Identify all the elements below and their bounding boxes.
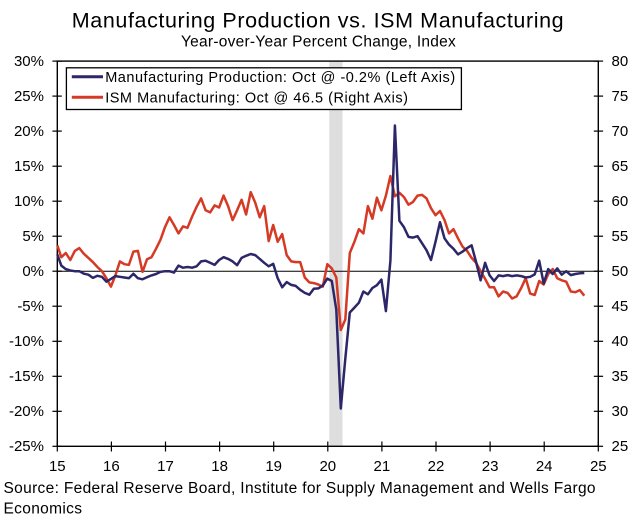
svg-text:15: 15 <box>49 458 66 475</box>
svg-text:75: 75 <box>612 88 629 105</box>
svg-text:5%: 5% <box>22 228 44 245</box>
svg-text:70: 70 <box>612 123 629 140</box>
svg-text:Manufacturing Production vs. I: Manufacturing Production vs. ISM Manufac… <box>72 9 564 33</box>
svg-text:-25%: -25% <box>9 438 44 455</box>
svg-text:65: 65 <box>612 158 629 175</box>
svg-text:16: 16 <box>103 458 120 475</box>
svg-text:45: 45 <box>612 298 629 315</box>
svg-text:0%: 0% <box>22 263 44 280</box>
svg-text:-10%: -10% <box>9 333 44 350</box>
svg-text:25%: 25% <box>14 88 44 105</box>
svg-text:22: 22 <box>428 458 445 475</box>
svg-text:80: 80 <box>612 53 629 70</box>
svg-text:60: 60 <box>612 193 629 210</box>
svg-text:17: 17 <box>157 458 174 475</box>
svg-text:25: 25 <box>590 458 607 475</box>
svg-text:-5%: -5% <box>17 298 44 315</box>
svg-text:ISM Manufacturing: Oct @ 46.5: ISM Manufacturing: Oct @ 46.5 (Right Axi… <box>105 91 408 107</box>
svg-text:24: 24 <box>536 458 553 475</box>
svg-text:30%: 30% <box>14 53 44 70</box>
svg-text:Year-over-Year Percent Change,: Year-over-Year Percent Change, Index <box>181 33 456 50</box>
svg-text:35: 35 <box>612 368 629 385</box>
svg-text:-20%: -20% <box>9 403 44 420</box>
svg-text:Manufacturing Production: Oct: Manufacturing Production: Oct @ -0.2% (L… <box>105 70 455 86</box>
svg-text:25: 25 <box>612 438 629 455</box>
svg-text:40: 40 <box>612 333 629 350</box>
svg-text:10%: 10% <box>14 193 44 210</box>
svg-text:55: 55 <box>612 228 629 245</box>
svg-text:20: 20 <box>319 458 336 475</box>
svg-text:18: 18 <box>211 458 228 475</box>
svg-text:30: 30 <box>612 403 629 420</box>
svg-text:Source: Federal Reserve Board,: Source: Federal Reserve Board, Institute… <box>4 480 596 497</box>
svg-text:19: 19 <box>265 458 282 475</box>
svg-text:20%: 20% <box>14 123 44 140</box>
svg-text:Economics: Economics <box>4 500 83 517</box>
svg-text:15%: 15% <box>14 158 44 175</box>
svg-text:23: 23 <box>482 458 499 475</box>
svg-text:21: 21 <box>374 458 391 475</box>
svg-text:50: 50 <box>612 263 629 280</box>
svg-text:-15%: -15% <box>9 368 44 385</box>
